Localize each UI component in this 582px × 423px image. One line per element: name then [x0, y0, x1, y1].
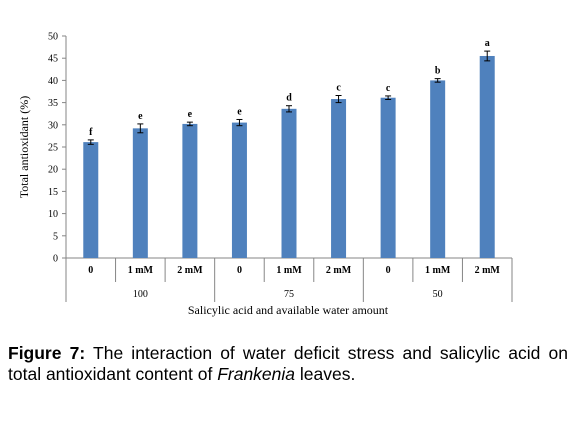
- x-tick-label: 1 mM: [276, 265, 302, 276]
- chart-bars: f e e e d c c b a: [83, 38, 495, 259]
- significance-letter: b: [435, 66, 441, 77]
- group-label: 100: [133, 289, 148, 300]
- bar: [182, 123, 198, 258]
- caption-end: leaves.: [299, 364, 356, 384]
- bar: [331, 99, 347, 258]
- bar: [479, 55, 495, 259]
- bar: [430, 80, 446, 259]
- y-tick-label: 10: [48, 209, 58, 220]
- y-tick-label: 45: [48, 54, 58, 65]
- x-tick-label: 2 mM: [475, 265, 501, 276]
- group-label: 75: [284, 289, 294, 300]
- y-tick-label: 40: [48, 76, 58, 87]
- significance-letter: e: [237, 106, 242, 117]
- y-tick-label: 25: [48, 143, 58, 154]
- y-axis-label: Total antioxidant (%): [17, 96, 31, 198]
- x-tick-label: 0: [237, 265, 242, 276]
- x-tick-label: 2 mM: [177, 265, 203, 276]
- bar: [380, 97, 396, 258]
- significance-letter: e: [138, 111, 143, 122]
- significance-letter: c: [386, 83, 391, 94]
- bar-chart: 0 5 10 15 20 25 30 35 40 45 50 0 1 mM 2 mM 0 1 mM 2 mM 0 1…: [17, 32, 513, 317]
- significance-letter: c: [336, 82, 341, 93]
- caption-label: Figure 7:: [8, 343, 86, 363]
- y-tick-label: 50: [48, 32, 58, 43]
- bar: [83, 142, 99, 258]
- x-tick-label: 0: [386, 265, 391, 276]
- significance-letter: a: [485, 38, 490, 49]
- group-label: 50: [433, 289, 443, 300]
- bar: [132, 128, 148, 258]
- x-axis-label: Salicylic acid and available water amoun…: [188, 303, 389, 317]
- x-tick-label: 0: [88, 265, 93, 276]
- figure-caption: Figure 7: The interaction of water defic…: [8, 343, 568, 385]
- x-tick-label: 1 mM: [425, 265, 451, 276]
- y-tick-label: 0: [53, 254, 58, 265]
- bar: [231, 122, 247, 258]
- y-tick-label: 20: [48, 165, 58, 176]
- x-tick-label: 2 mM: [326, 265, 352, 276]
- caption-species: Frankenia: [217, 364, 296, 384]
- caption-text: The interaction of water deficit stress …: [8, 343, 569, 384]
- bar: [281, 108, 297, 258]
- x-tick-label: 1 mM: [128, 265, 154, 276]
- y-tick-label: 15: [48, 187, 58, 198]
- significance-letter: e: [188, 109, 193, 120]
- significance-letter: f: [89, 127, 93, 138]
- significance-letter: d: [286, 93, 292, 104]
- y-tick-label: 5: [53, 231, 58, 242]
- y-tick-label: 30: [48, 120, 58, 131]
- y-tick-label: 35: [48, 98, 58, 109]
